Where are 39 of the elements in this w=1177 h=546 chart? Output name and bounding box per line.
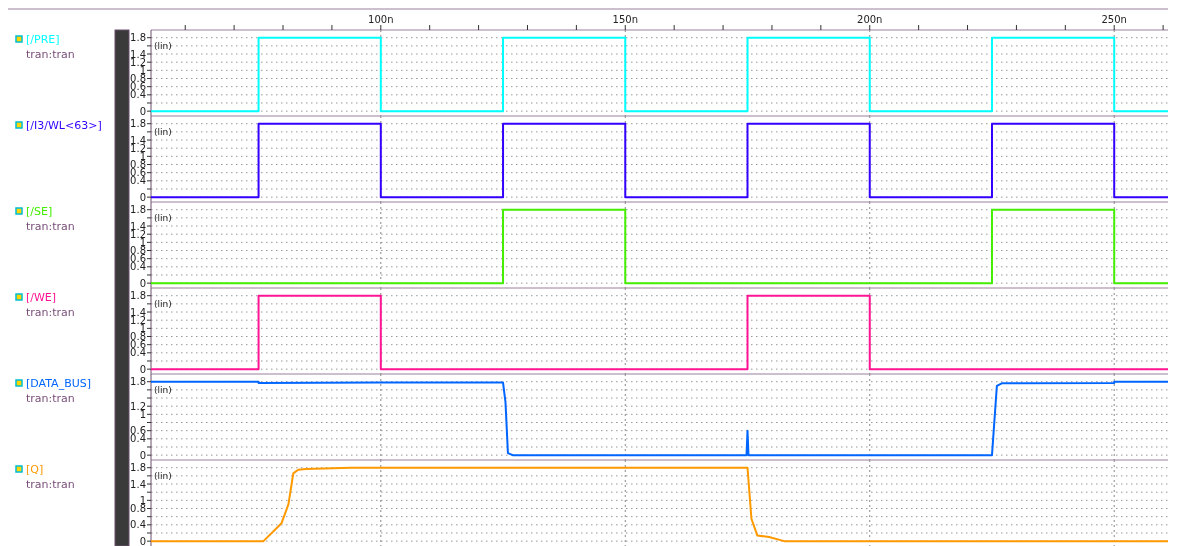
y-tick-label: 1.8: [130, 32, 146, 44]
text: tran:tran: [26, 392, 75, 405]
y-tick-label: 0.8: [130, 503, 146, 515]
annotation: (lin): [154, 127, 172, 137]
y-tick-label: 0: [139, 449, 146, 461]
annotation: (lin): [154, 41, 172, 51]
text: tran:tran: [26, 478, 75, 491]
y-tick-label: 0.4: [130, 519, 146, 531]
text: [Q]: [26, 463, 44, 476]
text: tran:tran: [26, 306, 75, 319]
y-tick-label: 1.8: [130, 118, 146, 130]
x-tick-label: 100n: [368, 14, 394, 25]
y-tick-label: 0: [139, 105, 146, 117]
y-tick-label: 0: [139, 191, 146, 203]
x-tick-label: 150n: [612, 14, 638, 25]
y-tick-label: 1: [139, 494, 146, 506]
line-series: [150, 380, 1168, 457]
text: [/I3/WL<63>]: [26, 119, 102, 132]
x-tick-label: 250n: [1101, 14, 1127, 25]
text: tran:tran: [26, 220, 75, 233]
line-series: [150, 466, 1168, 543]
annotation: (lin): [154, 213, 172, 223]
annotation: (lin): [154, 299, 172, 309]
annotation: (lin): [154, 471, 172, 481]
y-tick-label: 0: [139, 277, 146, 289]
y-tick-label: 1.8: [130, 204, 146, 216]
text: [/WE]: [26, 291, 57, 304]
text: [/PRE]: [26, 33, 60, 46]
text: [/SE]: [26, 205, 53, 218]
y-tick-label: 1.4: [130, 478, 146, 490]
y-tick-label: 0: [139, 363, 146, 375]
text: tran:tran: [26, 48, 75, 61]
annotation: (lin): [154, 385, 172, 395]
x-tick-label: 200n: [857, 14, 883, 25]
text: [DATA_BUS]: [26, 377, 92, 390]
y-tick-label: 1.8: [130, 462, 146, 474]
y-tick-label: 0: [139, 535, 146, 546]
y-tick-label: 1.8: [130, 290, 146, 302]
y-tick-label: 1.8: [130, 376, 146, 388]
